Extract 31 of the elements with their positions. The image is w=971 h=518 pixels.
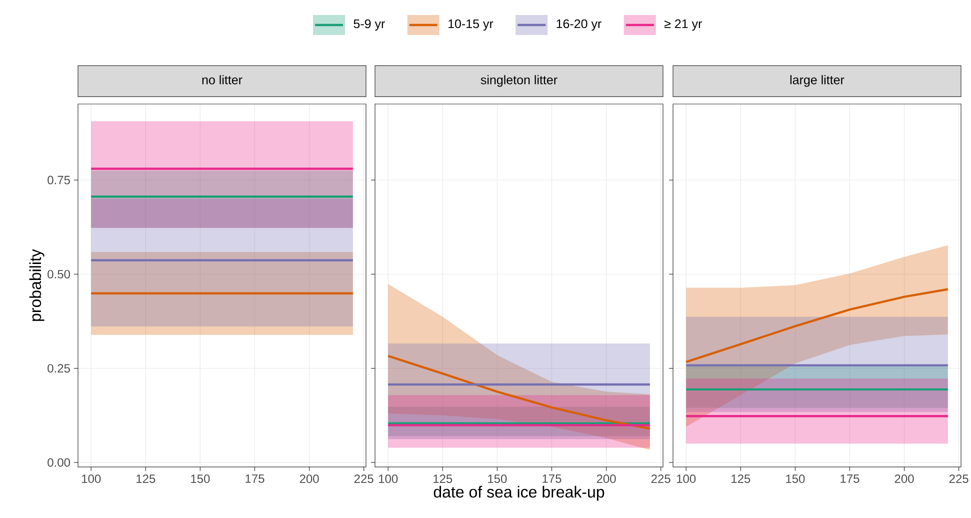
chart-title: no litter — [202, 75, 242, 84]
x-tick-label: 125 — [136, 474, 156, 484]
x-tick-label: 225 — [354, 474, 374, 484]
legend-label: 10-15 yr — [448, 19, 494, 31]
x-tick-label: 100 — [676, 474, 696, 484]
y-tick-label: 0.75 — [48, 176, 70, 184]
x-tick-label: 150 — [191, 474, 210, 484]
x-tick-label: 200 — [894, 474, 914, 484]
chart-title: singleton litter — [480, 75, 558, 87]
x-tick-label: 175 — [840, 474, 860, 483]
x-tick-label: 200 — [596, 474, 616, 484]
x-tick-label: 150 — [488, 474, 507, 484]
x-tick-label: 225 — [949, 474, 968, 484]
x-tick-label: 175 — [542, 474, 562, 483]
legend-label: 16-20 yr — [556, 19, 602, 31]
y-tick-label: 0.50 — [48, 270, 70, 278]
x-tick-label: 100 — [379, 474, 398, 484]
x-tick-label: 150 — [786, 474, 805, 484]
y-tick-label: 0.25 — [48, 364, 70, 373]
x-tick-label: 175 — [246, 474, 264, 483]
y-axis-title: probability — [29, 249, 44, 321]
x-tick-label: 200 — [300, 474, 319, 484]
x-tick-label: 125 — [732, 474, 750, 484]
x-axis-title: date of sea ice break-up — [434, 486, 604, 501]
x-tick-label: 225 — [651, 474, 670, 484]
x-tick-label: 125 — [434, 474, 452, 484]
legend-label: 5-9 yr — [354, 19, 385, 31]
y-tick-label: 0.00 — [48, 458, 70, 467]
chart-title: large litter — [790, 75, 844, 87]
legend-label: ≥ 21 yr — [664, 19, 702, 31]
x-tick-label: 100 — [82, 474, 101, 484]
